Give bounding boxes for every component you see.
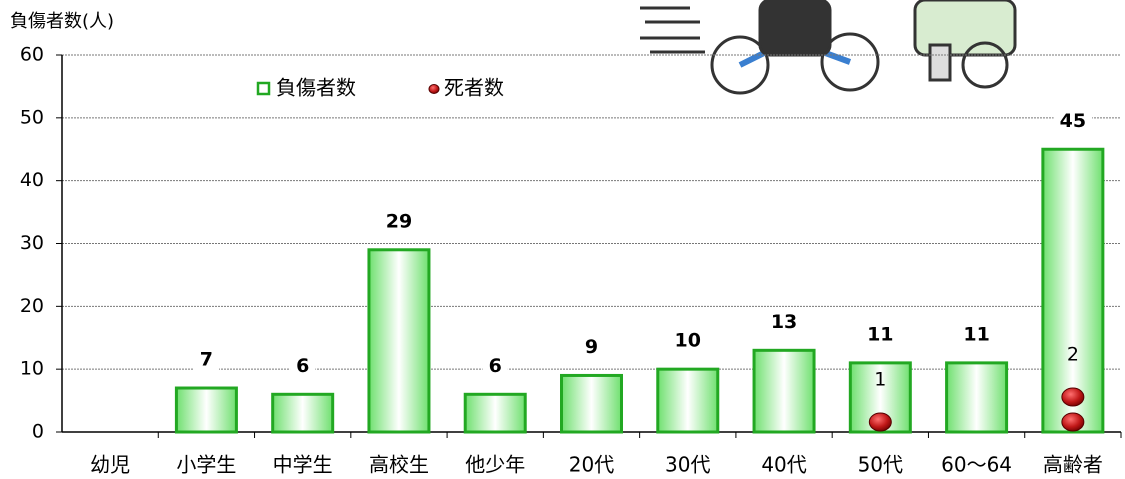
y-tick-label: 60 bbox=[20, 44, 44, 66]
x-tick-label: 中学生 bbox=[273, 453, 333, 477]
legend-swatch bbox=[258, 83, 269, 94]
x-tick-label: 幼児 bbox=[90, 453, 130, 477]
x-tick-label: 高齢者 bbox=[1043, 453, 1103, 477]
bar bbox=[369, 250, 429, 432]
death-dot bbox=[869, 413, 891, 431]
x-tick-label: 小学生 bbox=[176, 453, 236, 477]
y-tick-label: 20 bbox=[20, 295, 44, 317]
value-label: 6 bbox=[489, 355, 502, 377]
y-tick-label: 50 bbox=[20, 106, 44, 128]
death-dot bbox=[1062, 413, 1084, 431]
death-marker bbox=[869, 413, 891, 431]
legend-label: 死者数 bbox=[444, 76, 504, 100]
illustration bbox=[640, 0, 1015, 93]
y-tick-label: 0 bbox=[32, 421, 44, 443]
bar bbox=[176, 388, 236, 432]
y-tick-label: 10 bbox=[20, 358, 44, 380]
chart: 負傷者数(人) 負傷者数 死者数 0 10 20 30 40 50 60 幼児 小学生 7 中学生 6 高… bbox=[0, 0, 1125, 479]
y-tick-label: 40 bbox=[20, 169, 44, 191]
value-label: 6 bbox=[296, 355, 309, 377]
x-tick-label: 20代 bbox=[569, 453, 614, 477]
value-label: 10 bbox=[675, 330, 701, 352]
death-label: 2 bbox=[1067, 344, 1079, 366]
bar bbox=[754, 350, 814, 432]
value-label: 7 bbox=[200, 349, 213, 371]
death-dot bbox=[1062, 388, 1084, 406]
death-label: 1 bbox=[874, 369, 886, 391]
bar bbox=[947, 363, 1007, 432]
value-label: 29 bbox=[386, 210, 412, 232]
bar bbox=[562, 375, 622, 432]
x-tick-label: 50代 bbox=[858, 453, 903, 477]
legend-label: 負傷者数 bbox=[276, 76, 356, 100]
value-label: 11 bbox=[867, 323, 893, 345]
bar bbox=[658, 369, 718, 432]
x-tick-label: 高校生 bbox=[369, 453, 429, 477]
value-label: 9 bbox=[585, 336, 598, 358]
legend-swatch bbox=[429, 85, 439, 94]
x-tick-label: 他少年 bbox=[465, 453, 525, 477]
x-tick-label: 40代 bbox=[761, 453, 806, 477]
legend: 負傷者数 死者数 bbox=[258, 76, 504, 100]
value-label: 45 bbox=[1060, 110, 1086, 132]
x-tick-label: 60〜64 bbox=[941, 453, 1012, 477]
x-tick-label: 30代 bbox=[665, 453, 710, 477]
value-label: 13 bbox=[771, 311, 797, 333]
y-tick-label: 30 bbox=[20, 232, 44, 254]
bar bbox=[273, 394, 333, 432]
value-label: 11 bbox=[963, 323, 989, 345]
bar bbox=[465, 394, 525, 432]
y-axis-title: 負傷者数(人) bbox=[10, 11, 114, 32]
